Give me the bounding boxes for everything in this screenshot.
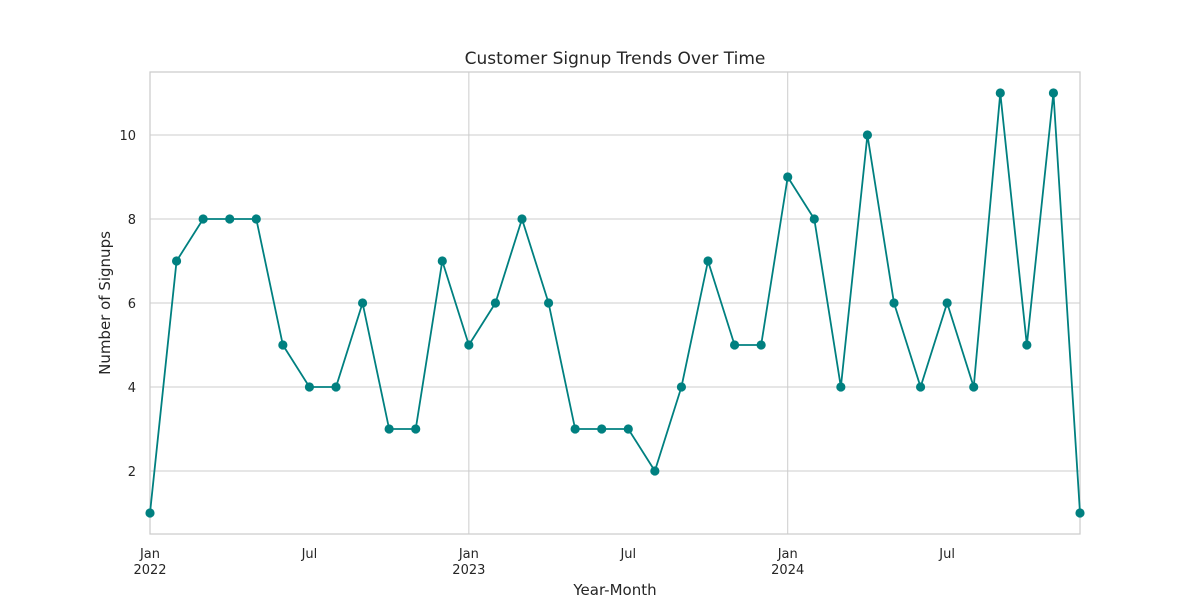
- data-point: [1022, 340, 1032, 350]
- data-point: [278, 340, 288, 350]
- x-tick-label: Jul: [301, 547, 318, 562]
- data-point: [570, 424, 580, 434]
- data-point: [862, 130, 873, 140]
- x-tick-label: Jan: [139, 547, 160, 562]
- plot-frame: [149, 71, 1081, 535]
- data-point: [251, 214, 261, 224]
- data-point: [304, 382, 315, 392]
- data-point: [623, 424, 633, 434]
- data-point: [942, 298, 952, 308]
- data-point: [969, 382, 979, 392]
- data-point: [889, 298, 899, 308]
- data-point: [464, 340, 474, 350]
- data-point: [1075, 508, 1085, 518]
- data-point: [171, 256, 182, 266]
- x-tick-label: Jan: [458, 547, 479, 562]
- y-tick-label: 2: [128, 465, 136, 480]
- data-point: [915, 382, 926, 392]
- data-point: [995, 88, 1005, 98]
- x-tick-year-label: 2023: [452, 563, 485, 578]
- data-point: [543, 298, 554, 308]
- data-point: [756, 340, 766, 350]
- x-tick-label: Jul: [619, 547, 636, 562]
- data-point: [490, 298, 501, 308]
- data-point: [384, 424, 394, 434]
- y-tick-label: 4: [128, 381, 136, 396]
- data-point: [1048, 88, 1059, 98]
- x-axis-title: Year-Month: [572, 581, 656, 599]
- data-point: [783, 172, 793, 182]
- x-tick-year-label: 2024: [771, 563, 804, 578]
- data-point: [836, 382, 846, 392]
- y-tick-label: 8: [128, 213, 136, 228]
- data-point: [650, 466, 660, 476]
- x-tick-year-label: 2022: [133, 563, 166, 578]
- data-point: [225, 214, 235, 224]
- data-point: [517, 214, 527, 224]
- y-tick-label: 6: [128, 297, 136, 312]
- data-point: [437, 256, 447, 266]
- data-point: [597, 424, 607, 434]
- x-tick-label: Jan: [777, 547, 798, 562]
- data-point: [357, 298, 368, 308]
- series-layer: [145, 88, 1085, 518]
- x-tick-label: Jul: [938, 547, 955, 562]
- y-axis-title: Number of Signups: [96, 231, 114, 375]
- data-point: [198, 214, 208, 224]
- data-point: [809, 214, 819, 224]
- data-point: [331, 382, 341, 392]
- chart-title: Customer Signup Trends Over Time: [465, 49, 766, 69]
- data-point: [145, 508, 155, 518]
- series-line: [149, 92, 1081, 514]
- data-point: [703, 256, 713, 266]
- data-point: [411, 424, 421, 434]
- data-point: [729, 340, 740, 350]
- data-point: [676, 382, 687, 392]
- y-tick-label: 10: [119, 129, 136, 144]
